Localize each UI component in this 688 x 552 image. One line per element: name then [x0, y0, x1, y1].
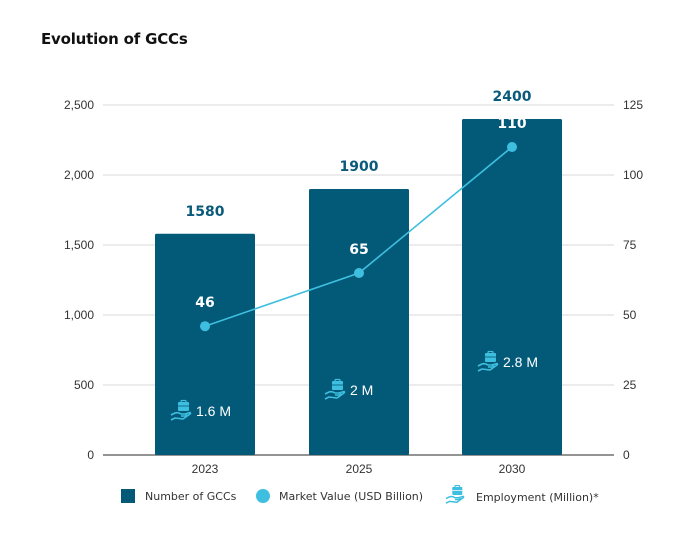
x-tick-label: 2025	[346, 462, 373, 476]
market-value-point	[507, 142, 517, 152]
market-value-point	[354, 268, 364, 278]
hand-briefcase-icon	[324, 378, 346, 400]
y-right-tick-label: 25	[623, 378, 637, 392]
market-value-label: 110	[497, 116, 526, 132]
hand-briefcase-icon	[445, 485, 465, 504]
y-left-tick-label: 1,000	[64, 308, 94, 322]
chart-title: Evolution of GCCs	[41, 30, 188, 48]
employment-label: 2 M	[350, 382, 373, 398]
bar-2023	[155, 233, 255, 455]
bar-2025	[309, 189, 409, 455]
y-right-tick-label: 50	[623, 308, 637, 322]
market-value-point	[200, 321, 210, 332]
y-right-tick-label: 100	[623, 168, 643, 182]
y-right-tick-label: 75	[623, 238, 637, 252]
legend-item-market-value: Market Value (USD Billion)	[256, 489, 423, 503]
employment-label: 2.8 M	[503, 354, 538, 370]
y-right-tick-label: 125	[623, 98, 643, 112]
y-right-tick-label: 0	[623, 448, 630, 462]
legend: Number of GCCs Market Value (USD Billion…	[0, 485, 688, 511]
market-value-label: 46	[195, 295, 214, 311]
bar-value-label: 2400	[493, 89, 532, 105]
bar-value-label: 1580	[186, 204, 225, 220]
legend-item-employment: Employment (Million)*	[444, 485, 599, 505]
circle-dot-icon	[256, 489, 270, 503]
legend-label: Number of GCCs	[145, 489, 237, 503]
hand-briefcase-icon	[477, 350, 499, 372]
square-swatch-icon	[121, 489, 135, 503]
market-value-label: 65	[349, 242, 368, 258]
legend-label: Market Value (USD Billion)	[279, 489, 424, 503]
bar-2030	[462, 119, 562, 455]
bar-value-label: 1900	[340, 159, 379, 175]
y-left-tick-label: 500	[74, 378, 94, 392]
y-left-tick-label: 2,000	[64, 168, 94, 182]
employment-label: 1.6 M	[196, 403, 231, 419]
hand-briefcase-icon	[170, 399, 192, 421]
y-left-tick-label: 1,500	[64, 238, 94, 252]
legend-label: Employment (Million)*	[476, 490, 599, 504]
x-tick-label: 2023	[192, 462, 219, 476]
y-left-tick-label: 0	[87, 448, 94, 462]
x-tick-label: 2030	[499, 462, 526, 476]
legend-item-gccs: Number of GCCs	[121, 489, 236, 503]
y-left-tick-label: 2,500	[64, 98, 94, 112]
